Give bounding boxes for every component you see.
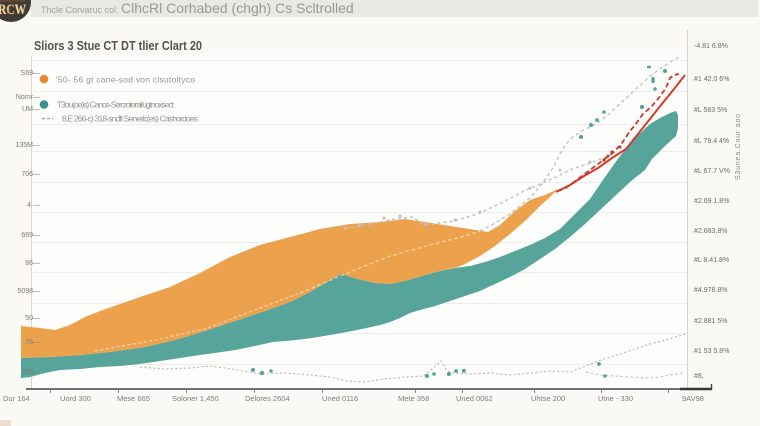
svg-text:UM—: UM— (22, 106, 40, 113)
svg-text:#4.978.8%: #4.978.8% (694, 287, 727, 294)
svg-text:T3ou(oe)s) Cance-Sercroteral/u: T3ou(oe)s) Cance-Sercroteral/ugtnoxsect (57, 100, 175, 110)
svg-text:-4.81 6.8%: -4.81 6.8% (694, 43, 728, 50)
svg-text:'50- 56 gt cane-sod von clsuto: '50- 56 gt cane-sod von clsutoltyco (56, 75, 195, 85)
svg-text:Uned 0116: Uned 0116 (322, 394, 358, 403)
svg-text:Sliors 3 Stue CT DT tlier Clar: Sliors 3 Stue CT DT tlier Clart 20 (34, 38, 202, 53)
svg-text:#1 42.0 6%: #1 42.0 6% (694, 76, 729, 83)
svg-text:Mese 665: Mese 665 (117, 394, 150, 403)
svg-text:Mete 358: Mete 358 (398, 394, 429, 403)
svg-text:#2.683.8%: #2.683.8% (694, 228, 727, 235)
svg-text:9AV98: 9AV98 (682, 394, 704, 403)
svg-text:#L 79.4 4%: #L 79.4 4% (694, 138, 729, 145)
svg-text:135M—: 135M— (15, 142, 40, 149)
svg-text:RCW: RCW (0, 3, 27, 19)
svg-text:Utne - 330: Utne - 330 (598, 394, 633, 403)
svg-text:#2.69 1.8%: #2.69 1.8% (694, 198, 729, 205)
svg-text:#8,: #8, (694, 373, 704, 380)
svg-text:S3unea.Cour aoo: S3unea.Cour aoo (735, 113, 742, 180)
svg-text:4 —: 4 — (27, 202, 40, 209)
svg-text:5098—: 5098— (17, 288, 40, 295)
svg-text:786—: 786— (21, 369, 40, 376)
svg-text:Uord 300: Uord 300 (60, 394, 91, 403)
svg-text:Soloner 1,450: Soloner 1,450 (172, 394, 219, 403)
svg-text:#1 53 5.8%: #1 53 5.8% (694, 348, 729, 355)
svg-text:669—: 669— (21, 232, 40, 239)
svg-text:Delores 2604: Delores 2604 (245, 394, 290, 403)
svg-text:Nomr—: Nomr— (16, 94, 40, 101)
svg-text:#L 67.7 V%: #L 67.7 V% (694, 168, 730, 175)
svg-text:706—: 706— (21, 171, 40, 178)
svg-text:Uned 0062: Uned 0062 (456, 394, 493, 403)
svg-text:Uhtse 200: Uhtse 200 (531, 394, 565, 403)
svg-text:#L 583 5%: #L 583 5% (694, 107, 727, 114)
svg-text:Dur 164: Dur 164 (3, 394, 30, 403)
svg-text:8.E 266-c) 318-sndfl Senerlc(e: 8.E 266-c) 318-sndfl Senerlc(es) Cashord… (62, 114, 198, 124)
svg-text:#L 8.41.8%: #L 8.41.8% (694, 257, 729, 264)
svg-text:#2.881 5%: #2.881 5% (694, 318, 727, 325)
svg-text:78—: 78— (25, 339, 40, 346)
svg-text:RCW: RCW (0, 2, 26, 18)
svg-text:86—: 86— (25, 260, 40, 267)
svg-text:S69—: S69— (21, 70, 40, 77)
svg-text:50—: 50— (25, 315, 40, 322)
